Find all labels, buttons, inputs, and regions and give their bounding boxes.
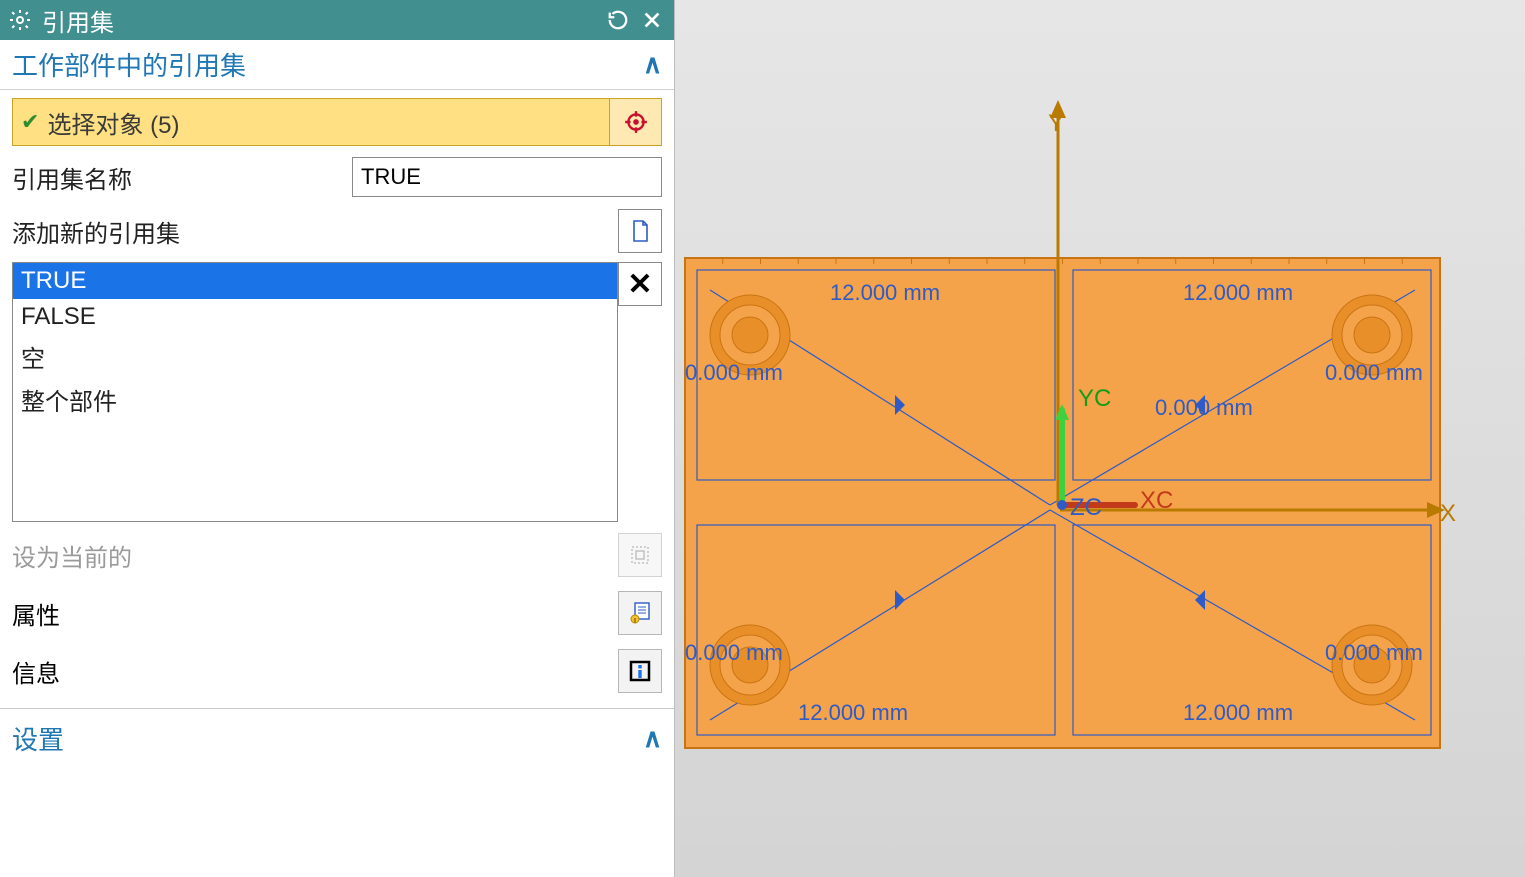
selection-filter-button[interactable] [610,98,662,146]
info-button[interactable] [618,649,662,693]
refresh-button[interactable] [604,6,632,34]
set-current-label: 设为当前的 [12,538,618,573]
refset-list-item[interactable]: TRUE [13,263,617,299]
cad-drawing [675,0,1525,877]
dialog-titlebar: 引用集 [0,0,674,40]
dimension-label: 0.000 mm [1325,640,1423,666]
chevron-up-icon-2[interactable]: ∧ [643,723,662,754]
chevron-up-icon[interactable]: ∧ [643,49,662,80]
refset-listbox[interactable]: TRUEFALSE空整个部件 [12,262,618,522]
add-refset-button[interactable] [618,209,662,253]
properties-label: 属性 [12,596,618,631]
delete-refset-button[interactable]: ✕ [618,262,662,306]
refset-list-item[interactable]: 整个部件 [13,378,617,421]
dimension-label: 12.000 mm [1183,280,1293,306]
refset-list-item[interactable]: 空 [13,335,617,378]
dimension-label: 0.000 mm [685,360,783,386]
dimension-label: 0.000 mm [685,640,783,666]
axis-label-zc: ZC [1070,494,1102,522]
section-refsets[interactable]: 工作部件中的引用集 ∧ [0,40,674,90]
refset-name-input[interactable] [352,157,662,197]
info-label: 信息 [12,654,618,689]
axis-label-x: X [1440,500,1456,528]
check-icon: ✔ [21,109,39,135]
dimension-label: 12.000 mm [830,280,940,306]
close-button[interactable] [638,6,666,34]
gear-icon [8,8,32,32]
dimension-label: 12.000 mm [798,700,908,726]
dialog-title: 引用集 [42,3,114,38]
graphics-viewport[interactable]: 12.000 mm 12.000 mm 0.000 mm 0.000 mm 0.000 … [675,0,1525,877]
section-settings-title: 设置 [12,720,643,757]
reference-sets-dialog: 引用集 工作部件中的引用集 ∧ ✔ 选择对象 (5) [0,0,675,877]
refset-name-label: 引用集名称 [12,160,352,195]
axis-label-xc: XC [1140,487,1173,515]
select-objects-label: 选择对象 (5) [47,105,179,140]
add-refset-label: 添加新的引用集 [12,214,618,249]
dimension-label: 0.000 mm [1155,395,1253,421]
refset-list-item[interactable]: FALSE [13,299,617,335]
set-current-button[interactable] [618,533,662,577]
section-settings[interactable]: 设置 ∧ [0,713,674,763]
axis-label-yc: YC [1078,385,1111,413]
dimension-label: 12.000 mm [1183,700,1293,726]
axis-label-y: Y [1048,110,1064,138]
section-refsets-title: 工作部件中的引用集 [12,46,643,83]
properties-button[interactable] [618,591,662,635]
select-objects-field[interactable]: ✔ 选择对象 (5) [12,98,610,146]
dimension-label: 0.000 mm [1325,360,1423,386]
